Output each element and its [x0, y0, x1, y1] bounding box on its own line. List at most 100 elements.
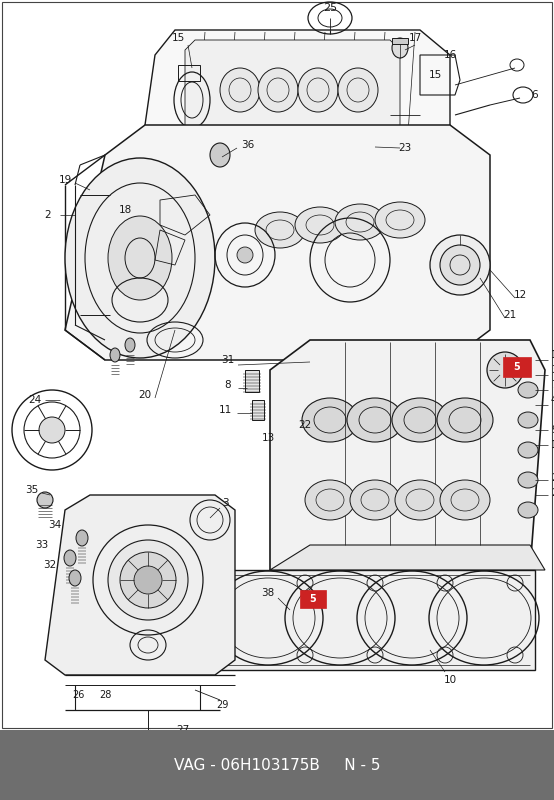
Polygon shape — [185, 40, 400, 140]
Text: 8: 8 — [225, 380, 232, 390]
Polygon shape — [270, 340, 545, 570]
Ellipse shape — [125, 338, 135, 352]
Text: 22: 22 — [551, 473, 554, 483]
Text: VAG - 06H103175B     N - 5: VAG - 06H103175B N - 5 — [174, 758, 380, 773]
Bar — [245, 370, 259, 392]
Text: 17: 17 — [408, 33, 422, 43]
Text: 18: 18 — [119, 205, 132, 215]
Text: 11: 11 — [218, 405, 232, 415]
Text: 3: 3 — [551, 365, 554, 375]
Text: 27: 27 — [176, 725, 189, 735]
Ellipse shape — [366, 136, 380, 154]
Ellipse shape — [237, 247, 253, 263]
Text: 6: 6 — [532, 90, 538, 100]
Ellipse shape — [518, 502, 538, 518]
Ellipse shape — [255, 212, 305, 248]
Ellipse shape — [487, 352, 523, 388]
Ellipse shape — [395, 480, 445, 520]
Text: 25: 25 — [323, 3, 337, 13]
Ellipse shape — [392, 38, 408, 58]
Text: 2: 2 — [45, 210, 52, 220]
Text: 38: 38 — [261, 588, 275, 598]
Ellipse shape — [347, 398, 403, 442]
Text: 29: 29 — [216, 700, 228, 710]
Bar — [0, 730, 554, 800]
Ellipse shape — [518, 382, 538, 398]
Bar — [178, 65, 200, 81]
Text: 36: 36 — [242, 140, 255, 150]
Text: 33: 33 — [35, 540, 49, 550]
Text: 9: 9 — [551, 425, 554, 435]
Ellipse shape — [258, 68, 298, 112]
Ellipse shape — [289, 427, 301, 443]
Ellipse shape — [302, 398, 358, 442]
Text: 4: 4 — [551, 395, 554, 405]
Ellipse shape — [295, 207, 345, 243]
Text: 24: 24 — [28, 395, 42, 405]
Ellipse shape — [64, 550, 76, 566]
Text: 35: 35 — [25, 485, 39, 495]
Polygon shape — [195, 570, 535, 670]
Ellipse shape — [305, 480, 355, 520]
Ellipse shape — [37, 492, 53, 508]
Ellipse shape — [110, 348, 120, 362]
Text: 19: 19 — [58, 175, 71, 185]
Text: 7: 7 — [551, 380, 554, 390]
Text: 31: 31 — [222, 355, 235, 365]
Text: 14: 14 — [551, 350, 554, 360]
FancyBboxPatch shape — [300, 590, 326, 608]
Text: 20: 20 — [138, 390, 152, 400]
Ellipse shape — [220, 68, 260, 112]
Polygon shape — [305, 350, 362, 375]
Ellipse shape — [76, 530, 88, 546]
Text: 22: 22 — [299, 420, 311, 430]
Polygon shape — [65, 125, 490, 360]
Ellipse shape — [518, 442, 538, 458]
Bar — [252, 400, 264, 420]
Text: 15: 15 — [428, 70, 442, 80]
Ellipse shape — [65, 158, 215, 358]
Ellipse shape — [134, 566, 162, 594]
Ellipse shape — [518, 472, 538, 488]
Ellipse shape — [350, 480, 400, 520]
Text: 3: 3 — [222, 498, 228, 508]
Text: 23: 23 — [398, 143, 412, 153]
FancyBboxPatch shape — [503, 357, 531, 377]
Text: 34: 34 — [48, 520, 61, 530]
Ellipse shape — [440, 245, 480, 285]
Polygon shape — [145, 30, 450, 150]
Ellipse shape — [437, 398, 493, 442]
Text: 10: 10 — [443, 675, 456, 685]
Text: 5: 5 — [310, 594, 316, 604]
Ellipse shape — [375, 202, 425, 238]
Ellipse shape — [338, 68, 378, 112]
Text: 15: 15 — [171, 33, 184, 43]
Polygon shape — [45, 495, 235, 675]
Ellipse shape — [210, 143, 230, 167]
Ellipse shape — [108, 540, 188, 620]
Text: 16: 16 — [443, 50, 456, 60]
Text: 13: 13 — [551, 440, 554, 450]
Text: 13: 13 — [261, 433, 275, 443]
Text: 23: 23 — [551, 488, 554, 498]
Ellipse shape — [39, 417, 65, 443]
Text: 28: 28 — [99, 690, 111, 700]
Ellipse shape — [440, 480, 490, 520]
Text: 21: 21 — [504, 310, 517, 320]
Ellipse shape — [298, 68, 338, 112]
Ellipse shape — [518, 412, 538, 428]
Text: 32: 32 — [43, 560, 57, 570]
Polygon shape — [392, 38, 408, 44]
Ellipse shape — [325, 418, 335, 432]
Text: 12: 12 — [514, 290, 527, 300]
Ellipse shape — [430, 235, 490, 295]
Ellipse shape — [392, 398, 448, 442]
Text: 5: 5 — [514, 362, 520, 372]
Ellipse shape — [335, 204, 385, 240]
Ellipse shape — [120, 552, 176, 608]
Ellipse shape — [108, 216, 172, 300]
Ellipse shape — [69, 570, 81, 586]
Ellipse shape — [289, 407, 301, 423]
Text: 26: 26 — [72, 690, 84, 700]
Polygon shape — [270, 545, 545, 570]
